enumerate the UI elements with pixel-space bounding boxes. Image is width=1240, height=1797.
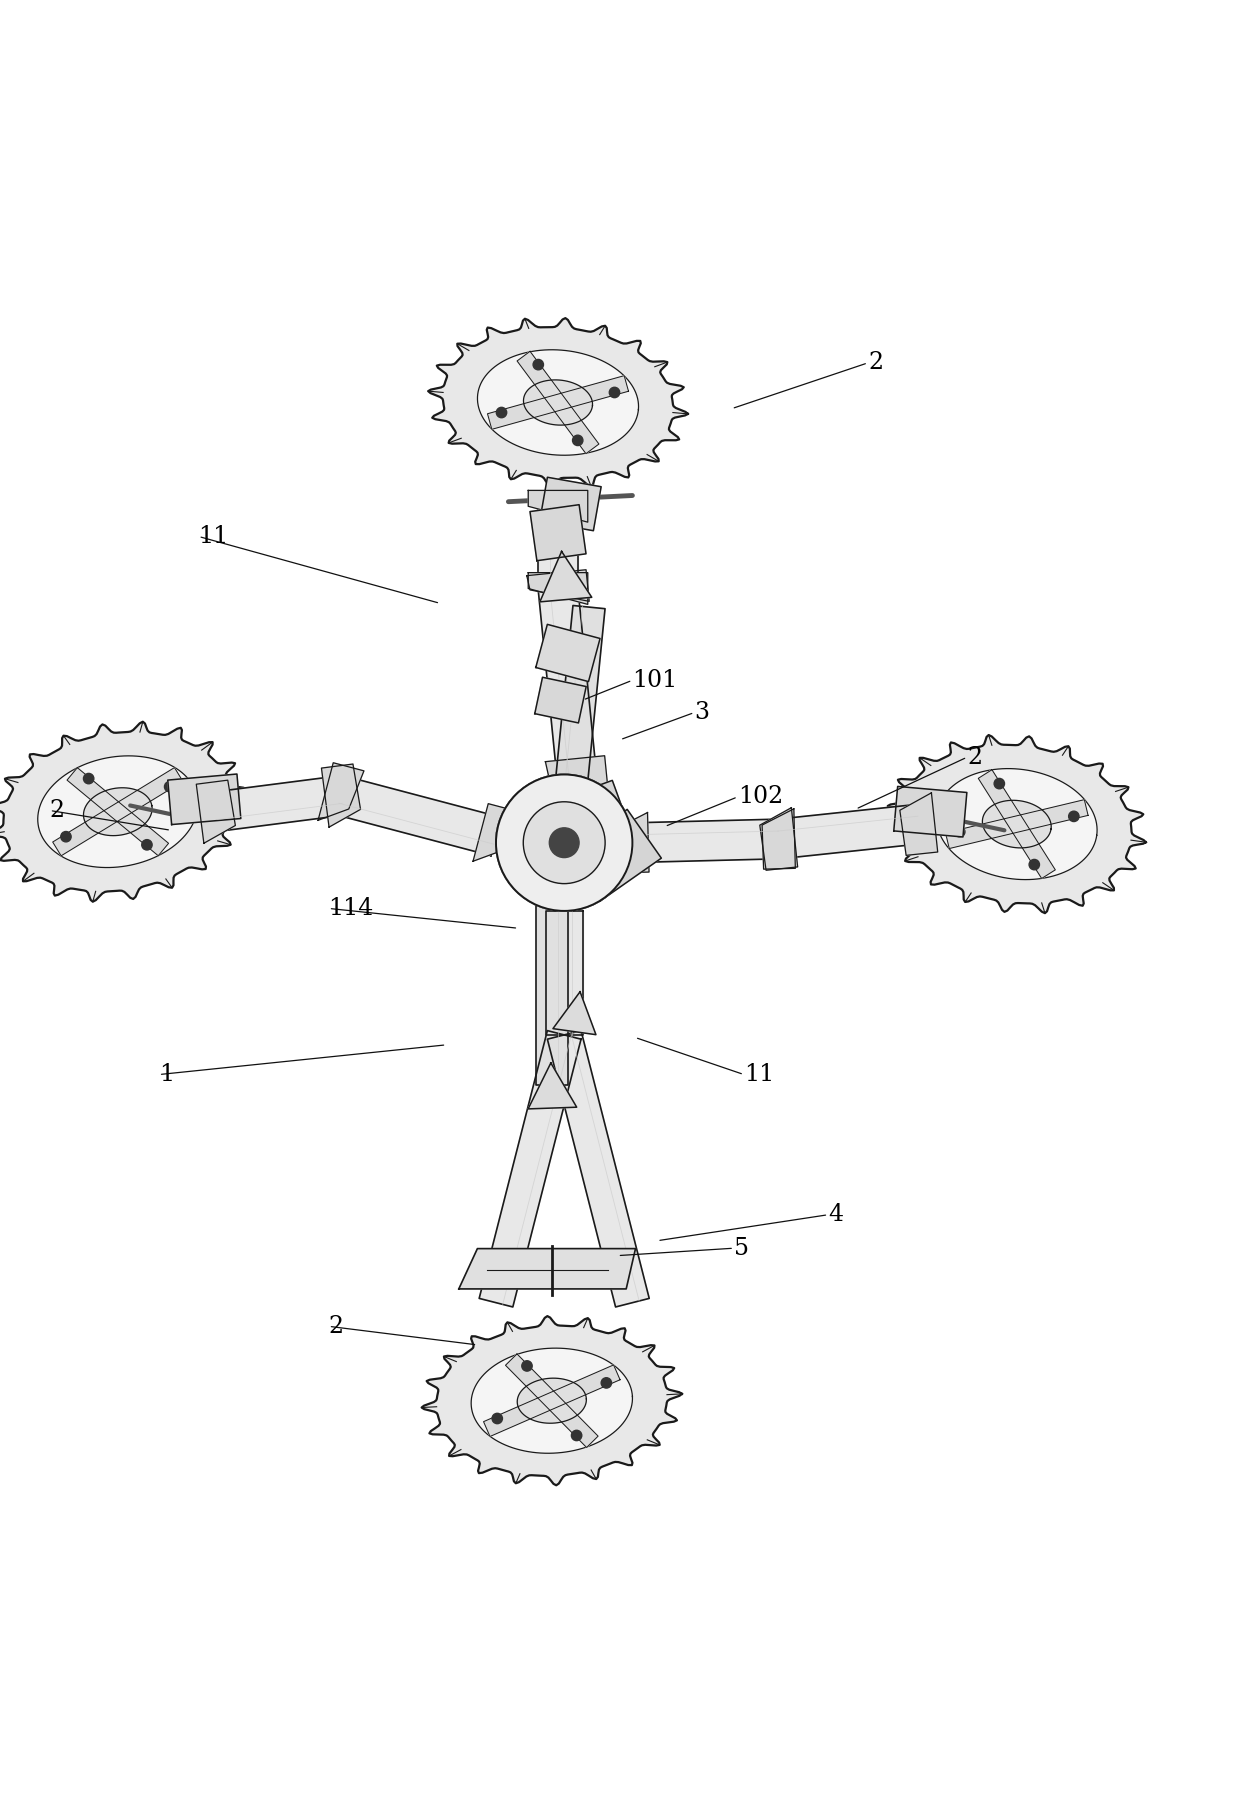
Polygon shape: [894, 787, 967, 837]
Polygon shape: [538, 586, 596, 776]
Polygon shape: [517, 1378, 587, 1423]
Polygon shape: [536, 624, 600, 681]
Polygon shape: [472, 803, 520, 861]
Text: 2: 2: [967, 746, 982, 769]
Polygon shape: [527, 570, 589, 602]
Polygon shape: [553, 992, 596, 1035]
Polygon shape: [978, 769, 1055, 879]
Text: 3: 3: [694, 701, 709, 724]
Polygon shape: [523, 379, 593, 426]
Polygon shape: [517, 352, 599, 453]
Polygon shape: [37, 757, 198, 868]
Polygon shape: [428, 318, 688, 487]
Polygon shape: [506, 1353, 598, 1447]
Polygon shape: [546, 757, 608, 787]
Text: 1: 1: [159, 1064, 174, 1085]
Polygon shape: [536, 893, 568, 1085]
Polygon shape: [479, 1031, 582, 1306]
Circle shape: [496, 775, 632, 911]
Polygon shape: [539, 478, 601, 530]
Polygon shape: [321, 764, 361, 827]
Circle shape: [522, 1360, 532, 1371]
Circle shape: [572, 1430, 582, 1441]
Polygon shape: [0, 722, 246, 902]
Polygon shape: [529, 505, 587, 561]
Polygon shape: [167, 775, 241, 825]
Circle shape: [496, 775, 632, 911]
Circle shape: [994, 778, 1004, 789]
Polygon shape: [763, 809, 795, 870]
Text: 101: 101: [632, 668, 677, 692]
Polygon shape: [946, 800, 1087, 848]
Polygon shape: [760, 807, 797, 870]
Text: 11: 11: [198, 525, 228, 548]
Polygon shape: [534, 677, 587, 722]
Polygon shape: [67, 767, 169, 855]
Polygon shape: [982, 800, 1052, 848]
Circle shape: [165, 782, 175, 792]
Polygon shape: [528, 573, 588, 604]
Polygon shape: [632, 819, 779, 863]
Polygon shape: [53, 767, 182, 855]
Polygon shape: [539, 552, 591, 602]
Circle shape: [573, 435, 583, 446]
Polygon shape: [554, 606, 605, 794]
Circle shape: [546, 825, 583, 861]
Polygon shape: [776, 805, 921, 859]
Text: 2: 2: [868, 352, 883, 374]
Polygon shape: [83, 787, 153, 836]
Polygon shape: [528, 1064, 577, 1109]
Text: 102: 102: [738, 785, 782, 809]
Polygon shape: [538, 507, 578, 588]
Circle shape: [141, 839, 153, 850]
Polygon shape: [484, 1366, 620, 1436]
Polygon shape: [213, 776, 343, 832]
Polygon shape: [547, 1031, 650, 1306]
Polygon shape: [546, 911, 583, 1035]
Circle shape: [523, 801, 605, 884]
Polygon shape: [528, 491, 588, 523]
Polygon shape: [487, 376, 629, 429]
Circle shape: [1069, 810, 1079, 821]
Circle shape: [549, 828, 579, 857]
Text: 5: 5: [734, 1236, 749, 1260]
Polygon shape: [422, 1315, 682, 1486]
Polygon shape: [936, 769, 1097, 879]
Polygon shape: [567, 809, 661, 900]
Polygon shape: [196, 780, 236, 843]
Polygon shape: [336, 776, 501, 855]
Circle shape: [61, 832, 71, 841]
Circle shape: [955, 827, 965, 837]
Circle shape: [1029, 859, 1039, 870]
Polygon shape: [471, 1348, 632, 1454]
Text: 11: 11: [744, 1064, 774, 1085]
Circle shape: [521, 800, 608, 886]
Polygon shape: [616, 812, 649, 873]
Polygon shape: [317, 762, 365, 819]
Text: 4: 4: [828, 1204, 843, 1226]
Circle shape: [609, 388, 620, 397]
Polygon shape: [459, 1249, 635, 1288]
Circle shape: [533, 359, 543, 370]
Circle shape: [601, 1378, 611, 1387]
Polygon shape: [888, 735, 1146, 913]
Text: 114: 114: [329, 897, 374, 920]
Polygon shape: [477, 350, 639, 455]
Circle shape: [83, 773, 94, 783]
Circle shape: [496, 408, 507, 417]
Text: 2: 2: [329, 1315, 343, 1337]
Polygon shape: [547, 780, 631, 855]
Circle shape: [492, 1412, 502, 1423]
Polygon shape: [900, 792, 937, 855]
Text: 2: 2: [50, 800, 64, 821]
